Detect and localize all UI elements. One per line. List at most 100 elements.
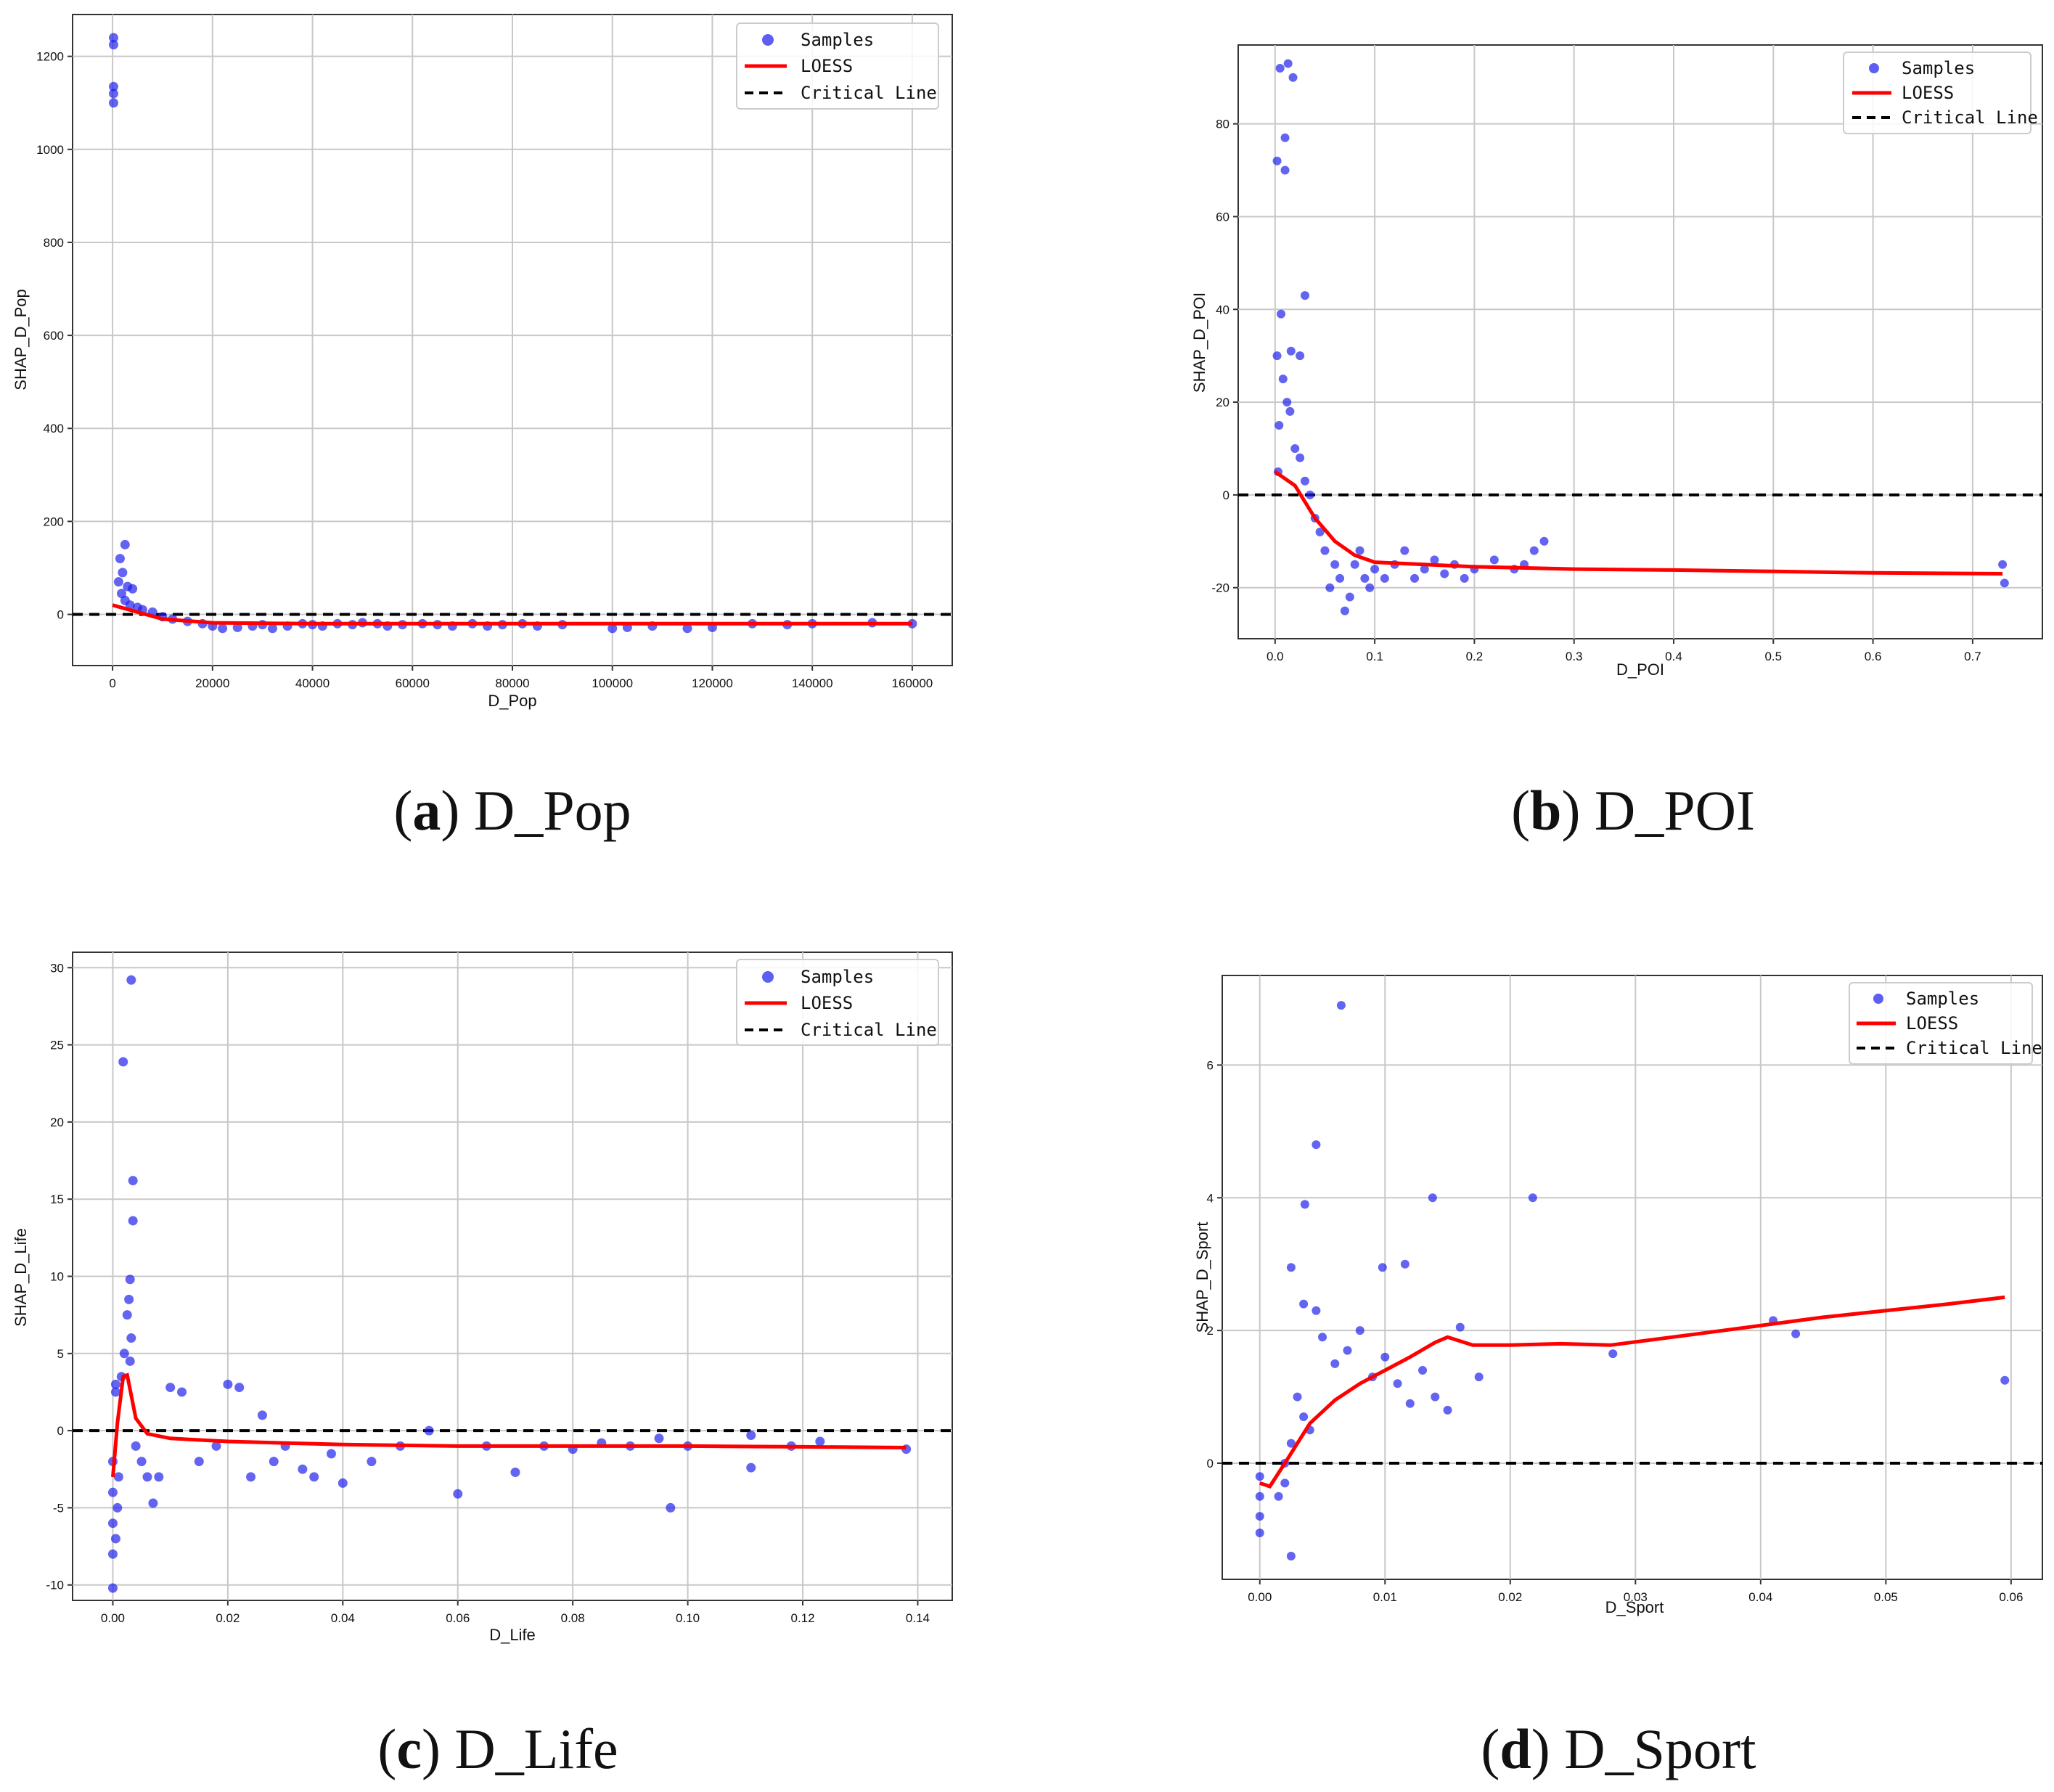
y-ticks: -10 -5 0 5 10 15 20 25 30	[46, 961, 73, 1592]
legend-samples-label: Samples	[801, 967, 874, 987]
x-tick-label: 0.04	[1748, 1590, 1772, 1604]
legend: Samples LOESS Critical Line	[736, 959, 939, 1046]
sample-point	[257, 1410, 267, 1420]
x-tick-label: 0.1	[1366, 650, 1383, 663]
legend-box	[1843, 52, 2032, 134]
sample-point	[1286, 1552, 1296, 1560]
sample-point	[1300, 1200, 1309, 1209]
sample-point	[1343, 1346, 1352, 1355]
sample-point	[1277, 309, 1286, 319]
sample-point	[815, 1436, 825, 1447]
sample-point	[124, 1294, 134, 1304]
sample-point	[2000, 1375, 2010, 1385]
sample-point	[1285, 406, 1295, 416]
sample-point	[1365, 583, 1375, 592]
sample-point	[1355, 1326, 1364, 1335]
x-tick-label: 0.06	[446, 1611, 470, 1625]
legend-samples-label: Samples	[1906, 989, 1979, 1009]
sample-point	[1272, 351, 1282, 361]
sample-point	[607, 623, 618, 634]
sample-point	[1280, 133, 1290, 142]
sample-point	[367, 1457, 377, 1467]
legend-samples-marker	[762, 971, 774, 983]
caption-d: (d) D_Sport	[1481, 1717, 1756, 1780]
loess-curve	[112, 603, 912, 626]
sample-point	[1255, 1529, 1264, 1537]
sample-point	[2000, 578, 2009, 588]
sample-point	[1300, 291, 1309, 300]
sample-point	[1330, 1359, 1340, 1368]
y-axis-label: SHAP_D_Pop	[12, 289, 30, 390]
sample-point	[122, 1310, 132, 1320]
y-axis-label: SHAP_D_Life	[12, 1228, 30, 1327]
plot-frame	[1237, 44, 2043, 639]
y-ticks: 0 200 400 600 800 1000 1200	[36, 50, 73, 622]
x-tick-label: 0.6	[1865, 650, 1882, 663]
sample-point	[1283, 59, 1293, 68]
sample-point	[1405, 1399, 1415, 1408]
x-tick-label: 100000	[592, 676, 633, 690]
x-axis-label: D_Sport	[1605, 1598, 1664, 1616]
sample-point	[269, 1457, 279, 1467]
sample-point	[218, 623, 228, 634]
sample-point	[1336, 1001, 1346, 1010]
sample-point	[1274, 421, 1284, 430]
sample-point	[1293, 1392, 1302, 1402]
sample-point	[1255, 1512, 1264, 1521]
sample-point	[108, 81, 118, 91]
sample-point	[1474, 1372, 1484, 1382]
x-tick-label: 0.02	[1498, 1590, 1522, 1604]
sample-point	[1320, 546, 1330, 555]
sample-point	[110, 1534, 120, 1544]
sample-point	[424, 1425, 434, 1436]
sample-point	[1420, 565, 1429, 574]
x-tick-label: 60000	[396, 676, 430, 690]
x-tick-label: 0.01	[1373, 1590, 1397, 1604]
sample-point	[131, 1441, 141, 1451]
y-tick-label: 4	[1207, 1191, 1214, 1205]
sample-point	[1290, 443, 1300, 453]
sample-point	[1430, 555, 1439, 565]
y-tick-label: 5	[57, 1347, 64, 1361]
sample-point	[1350, 560, 1359, 569]
sample-point	[128, 1176, 138, 1186]
x-axis-label: D_Life	[489, 1626, 536, 1644]
x-tick-label: 0.12	[790, 1611, 814, 1625]
sample-point	[119, 1349, 129, 1359]
sample-point	[1300, 476, 1309, 486]
sample-point	[1286, 1263, 1296, 1272]
x-tick-label: 0.2	[1466, 650, 1484, 663]
sample-point	[1378, 1263, 1387, 1272]
y-tick-label: 40	[1216, 303, 1229, 316]
caption-text: D_Life	[454, 1717, 618, 1780]
sample-point	[1360, 573, 1370, 583]
sample-point	[1345, 592, 1354, 602]
sample-point	[1393, 1379, 1402, 1388]
y-tick-label: 0	[1223, 488, 1229, 502]
y-axis-label: SHAP_D_Sport	[1193, 1222, 1211, 1333]
sample-point	[110, 1387, 120, 1397]
y-tick-label: 80	[1216, 118, 1229, 131]
sample-point	[108, 33, 118, 43]
y-axis-label: SHAP_D_POI	[1190, 292, 1208, 393]
sample-point	[108, 40, 118, 50]
sample-point	[1791, 1329, 1801, 1338]
sample-point	[510, 1468, 520, 1478]
legend-samples-label: Samples	[801, 30, 874, 50]
sample-point	[165, 1383, 176, 1393]
sample-point	[1489, 555, 1499, 565]
sample-point	[267, 623, 277, 634]
x-tick-label: 140000	[792, 676, 833, 690]
legend: Samples LOESS Critical Line	[1843, 52, 2038, 134]
plot-frame	[1222, 975, 2043, 1580]
sample-points	[1255, 1001, 2010, 1560]
sample-point	[1312, 1306, 1321, 1315]
sample-point	[116, 589, 126, 599]
sample-point	[1325, 583, 1335, 592]
sample-point	[1296, 351, 1305, 361]
sample-point	[107, 1518, 118, 1529]
sample-point	[234, 1383, 245, 1393]
sample-point	[1275, 63, 1285, 73]
sample-point	[298, 1464, 308, 1474]
y-tick-label: 10	[50, 1270, 64, 1284]
